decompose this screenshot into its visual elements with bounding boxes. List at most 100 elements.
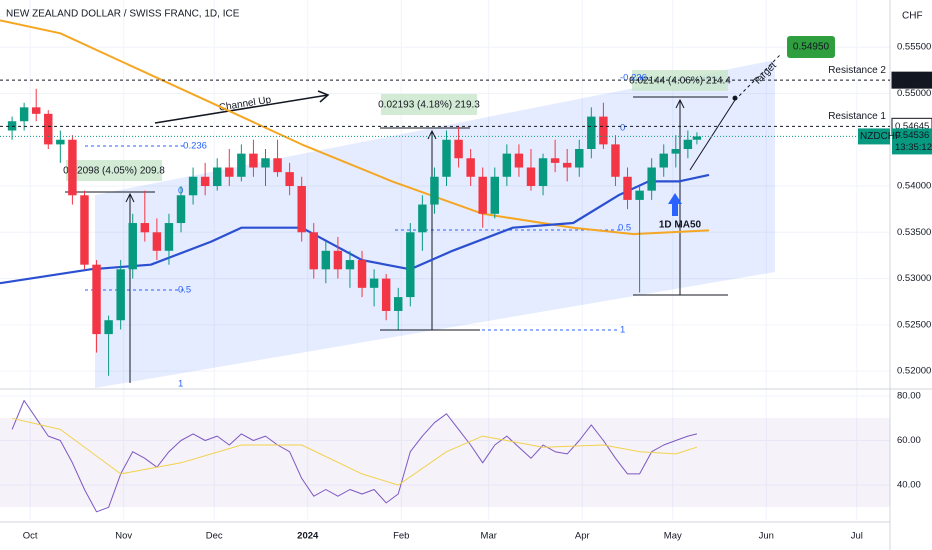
fib-label: -0.236 <box>620 73 647 84</box>
x-tick-label: 2024 <box>297 531 319 542</box>
rsi-tick-label: 40.00 <box>897 480 921 491</box>
candle-body <box>80 195 89 265</box>
rsi-band <box>0 418 890 507</box>
candle-body <box>152 232 162 251</box>
candle-body <box>538 158 548 187</box>
y-tick-label: 0.53500 <box>897 227 931 238</box>
candle-body <box>357 260 367 288</box>
candle-body <box>128 223 137 270</box>
y-tick-label: 0.52500 <box>897 319 931 330</box>
measurements <box>65 54 781 383</box>
candle-body <box>212 167 222 187</box>
candle-body <box>478 176 487 214</box>
candle-body <box>575 149 584 168</box>
candle-body <box>587 116 596 150</box>
x-tick-label: Dec <box>206 531 223 542</box>
y-tick-label: 0.54000 <box>897 181 931 192</box>
candle-body <box>249 153 258 168</box>
candle-body <box>430 176 439 205</box>
candle-body <box>237 153 246 177</box>
candle-body <box>140 223 150 233</box>
candle-body <box>550 158 560 163</box>
candle-body <box>297 186 306 233</box>
candle-body <box>599 116 608 145</box>
level-tag-label: 0.55144 <box>895 75 929 86</box>
candle-body <box>490 176 500 214</box>
y-tick-label: 0.52000 <box>897 366 931 377</box>
candle-body <box>104 320 113 335</box>
level-tag-label: 0.54645 <box>895 121 929 132</box>
x-tick-label: May <box>664 531 682 542</box>
x-tick-label: Oct <box>23 531 38 542</box>
candle-body <box>635 190 644 200</box>
fib-label: 0 <box>620 123 625 134</box>
candle-body <box>683 139 693 150</box>
measure-label: 0.02098 (4.05%) 209.8 <box>63 166 165 177</box>
x-tick-label: Jun <box>759 531 774 542</box>
candle-body <box>647 167 656 191</box>
candle-body <box>309 232 318 270</box>
candle-body <box>406 232 415 298</box>
measure-box <box>381 94 477 115</box>
countdown: 13:35:12 <box>895 142 932 153</box>
ma200-line <box>0 19 710 236</box>
candle-body <box>562 162 572 168</box>
candle-body <box>692 136 702 140</box>
x-tick-label: Mar <box>481 531 497 542</box>
candle-body <box>200 176 210 187</box>
candle-body <box>671 149 681 154</box>
y-tick-label: 0.53000 <box>897 273 931 284</box>
candle-body <box>611 144 620 177</box>
candle-body <box>92 264 101 335</box>
candle-body <box>261 158 270 168</box>
candle-body <box>31 107 41 114</box>
candle-body <box>526 167 536 187</box>
currency: CHF <box>902 11 923 22</box>
candle-body <box>285 172 294 187</box>
fib-label: 0.5 <box>618 223 631 234</box>
measure-box <box>66 160 162 181</box>
target-point <box>732 95 738 101</box>
x-tick-label: Feb <box>393 531 409 542</box>
rsi-tick-label: 80.00 <box>897 391 921 402</box>
candle-body <box>164 223 174 251</box>
candle-body <box>68 139 77 196</box>
chart-title: NEW ZEALAND DOLLAR / SWISS FRANC, 1D, IC… <box>6 9 240 20</box>
fib-label: -0.236 <box>180 141 207 152</box>
candle-body <box>442 139 451 177</box>
candle-body <box>514 153 524 168</box>
last-tag-label: 0.54536 <box>895 130 929 141</box>
last-tag <box>892 128 932 155</box>
candle-body <box>188 176 198 196</box>
level-tag <box>891 71 932 89</box>
ma50-label: 1D MA50 <box>659 220 702 231</box>
x-tick-label: Jul <box>851 531 863 542</box>
rsi-line <box>11 400 698 513</box>
plot: Resistance 2 Resistance 1 <box>0 19 890 513</box>
candle-body <box>466 158 475 177</box>
candle-body <box>333 250 343 270</box>
y-tick-label: 0.55500 <box>897 42 931 53</box>
x-tick-label: Apr <box>575 531 590 542</box>
rsi-ma-line <box>11 417 698 486</box>
measure-label: 0.02144 (4.06%) 214.4 <box>629 76 731 87</box>
candle-body <box>19 107 29 122</box>
level-name: Resistance 1 <box>828 111 886 122</box>
candle-body <box>659 153 668 168</box>
candle-body <box>454 139 463 159</box>
candle-body <box>394 297 403 311</box>
candle-body <box>623 176 632 200</box>
candle-body <box>369 278 379 288</box>
y-tick-label: 0.55000 <box>897 88 931 99</box>
measure-label: 0.02193 (4.18%) 219.3 <box>378 100 480 111</box>
rsi-tick-label: 60.00 <box>897 435 921 446</box>
candle-body <box>56 139 65 145</box>
candle-body <box>418 204 427 233</box>
candle-body <box>502 153 512 177</box>
target-tag <box>787 36 835 58</box>
candle-body <box>225 167 234 177</box>
grid <box>0 0 890 520</box>
fib-label: 0.5 <box>178 285 191 296</box>
candle-body <box>176 195 186 224</box>
